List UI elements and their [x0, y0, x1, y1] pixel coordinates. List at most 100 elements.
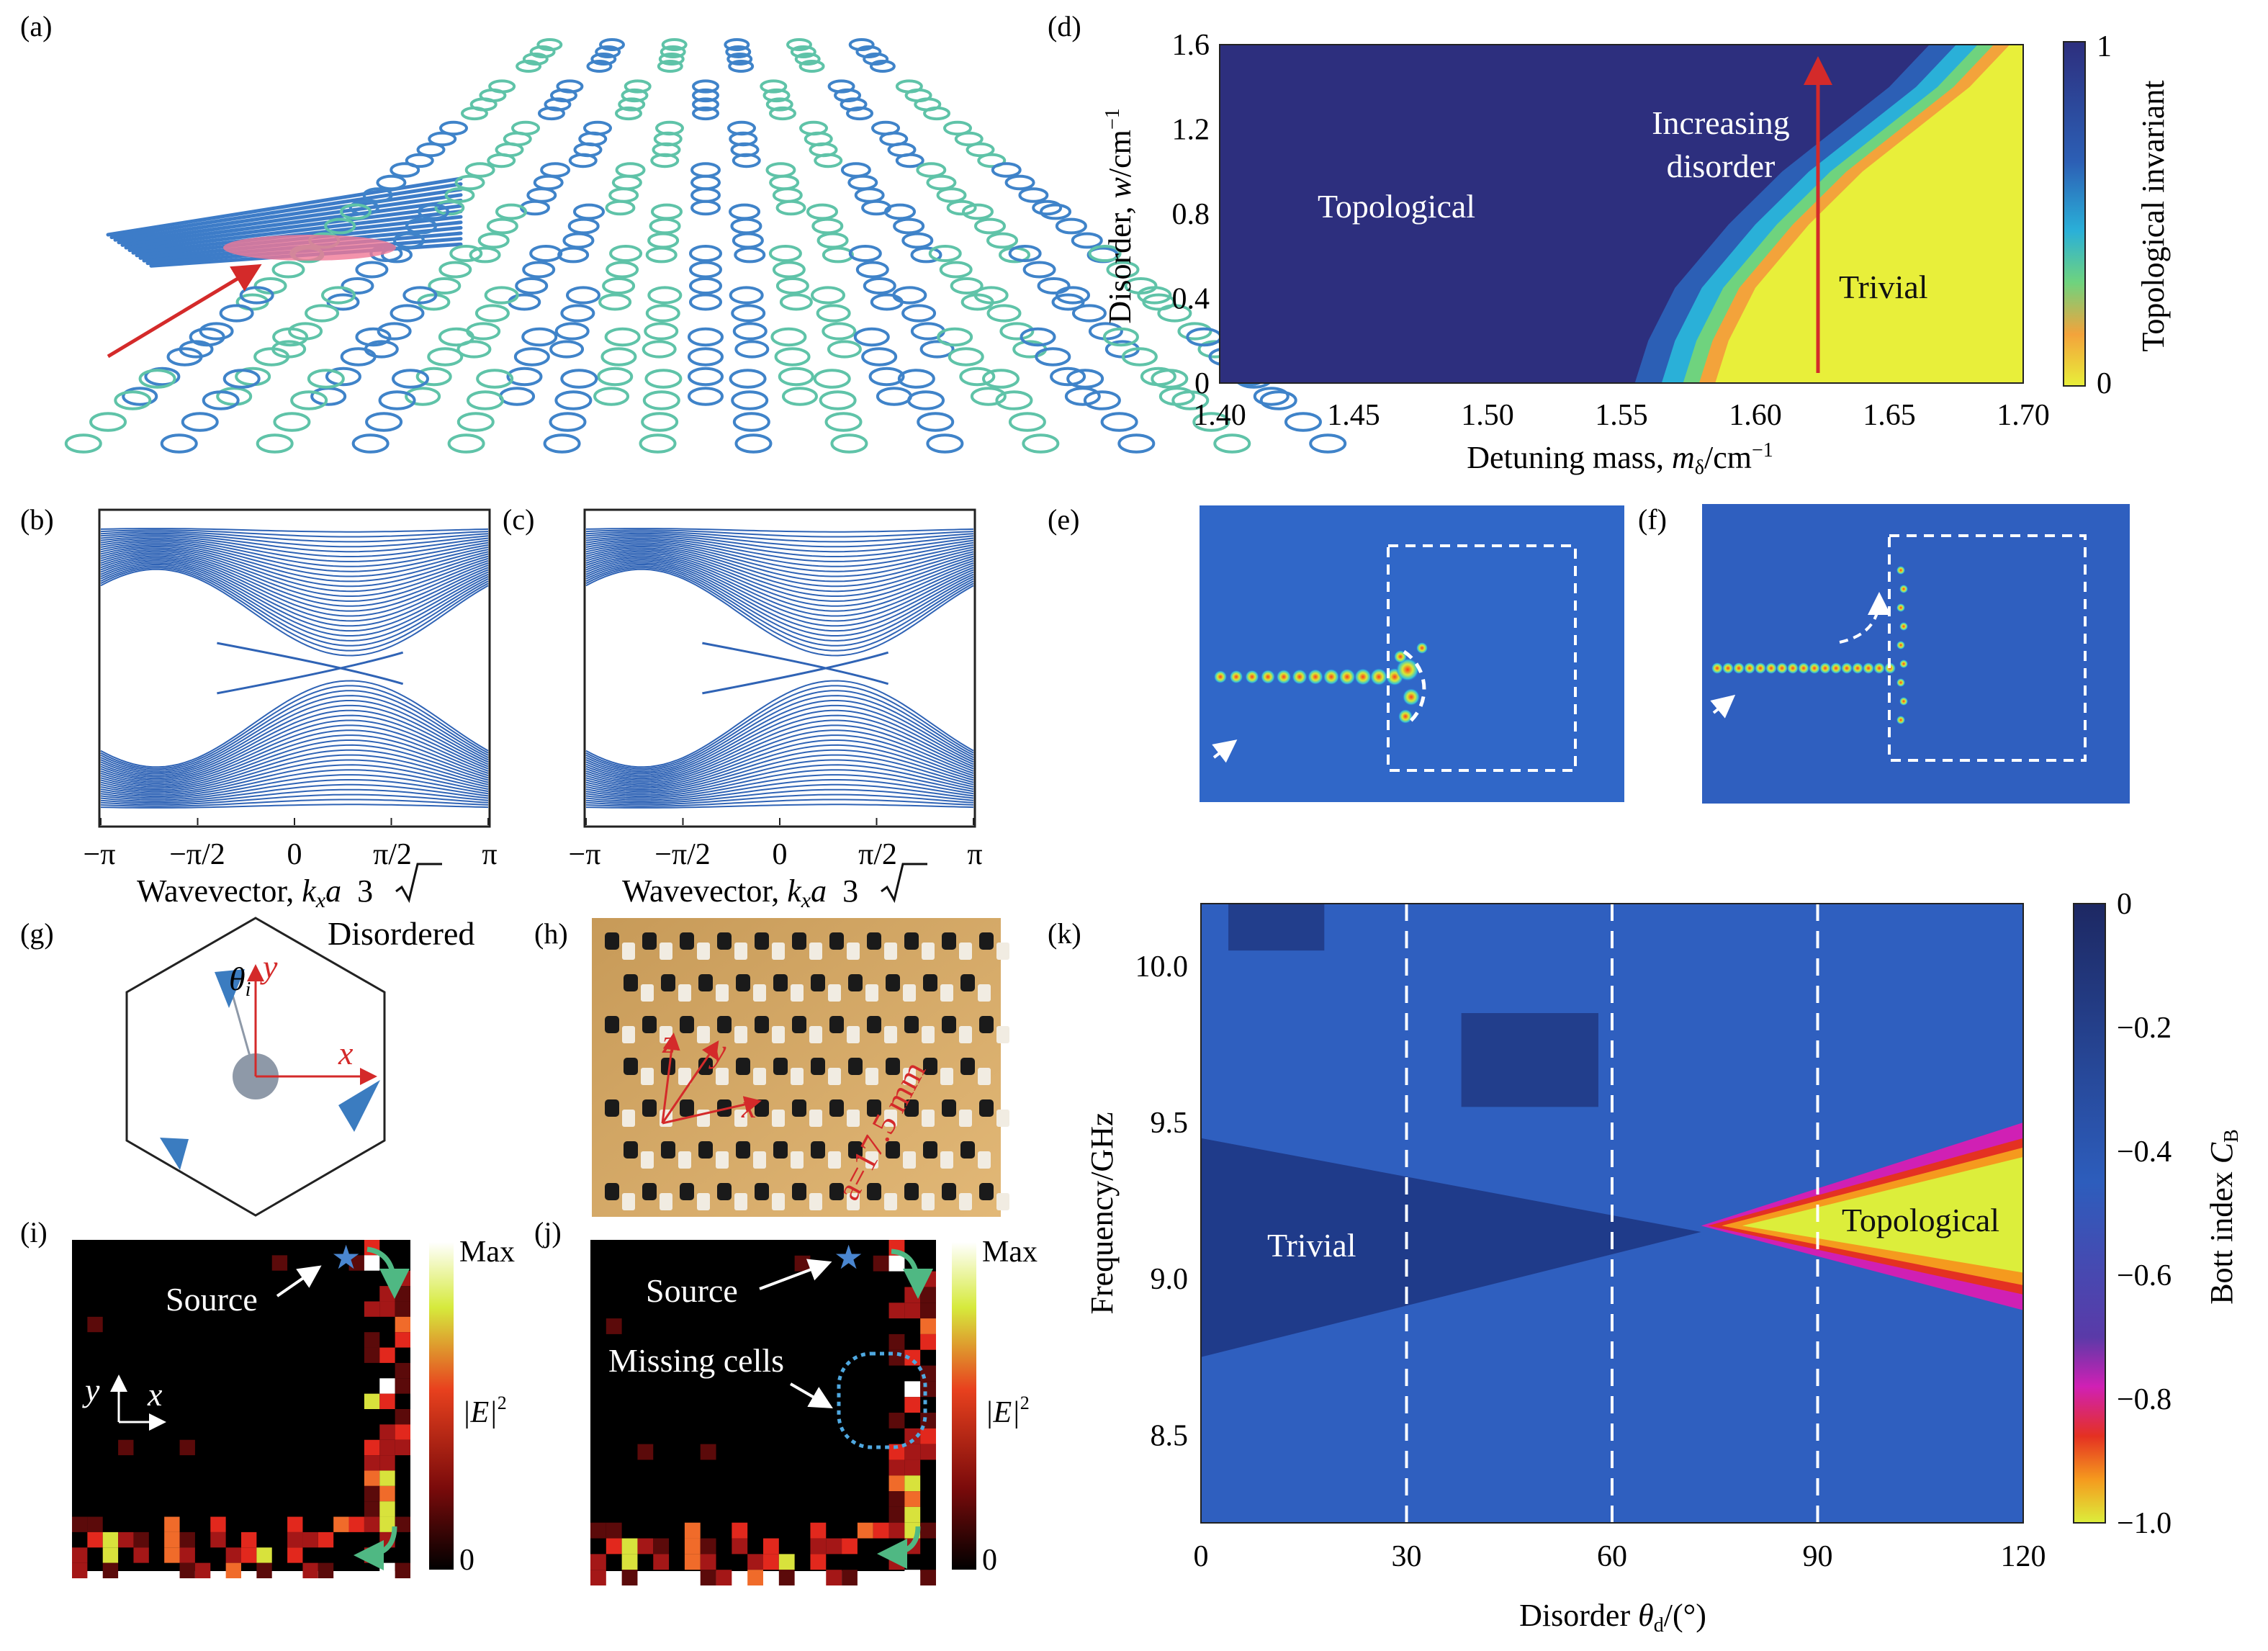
dielectric-rod	[680, 1183, 694, 1200]
field-cell	[72, 1547, 88, 1563]
band-line	[585, 531, 974, 543]
helical-waveguide-turn	[189, 327, 225, 347]
helical-waveguide-turn	[974, 217, 1007, 235]
helical-waveguide-turn	[772, 261, 806, 279]
band-line	[100, 559, 489, 627]
band-line	[585, 704, 974, 776]
field-spot	[1276, 669, 1292, 685]
field-cell	[842, 1538, 858, 1555]
band-line	[585, 529, 974, 538]
helical-waveguide-turn	[590, 53, 617, 66]
helical-waveguide-turn	[645, 304, 680, 323]
field-cell	[842, 1570, 858, 1585]
panel-f: (f)	[1638, 503, 2130, 804]
panel-g-label: (g)	[20, 917, 54, 950]
dielectric-rod	[773, 1141, 788, 1159]
dielectric-rod	[734, 1110, 747, 1127]
dielectric-rod	[624, 974, 638, 991]
helical-waveguide-turn	[560, 369, 598, 389]
helical-waveguide-turn	[1040, 203, 1071, 220]
field-cell	[364, 1455, 380, 1471]
band-line	[100, 783, 489, 802]
field-cell	[763, 1538, 779, 1555]
field-cell	[87, 1516, 103, 1532]
helical-waveguide-turn	[948, 347, 984, 366]
field-cell	[379, 1393, 395, 1409]
helical-waveguide-turn	[526, 187, 557, 203]
source-star-i: ★	[331, 1239, 361, 1276]
field-cell	[763, 1554, 779, 1570]
helical-waveguide-turn	[1102, 327, 1139, 347]
helical-waveguide-turn	[355, 327, 392, 347]
helical-waveguide-turn	[650, 153, 680, 168]
helical-waveguide-turn	[814, 153, 843, 168]
helical-waveguide-turn	[1309, 433, 1347, 454]
field-spot	[1744, 662, 1755, 674]
helical-waveguide-turn	[639, 433, 677, 454]
colorbar-d-min: 0	[2097, 367, 2112, 400]
helical-waveguide-turn	[602, 277, 636, 294]
helical-waveguide-turn	[560, 304, 595, 323]
helical-waveguide-turn	[661, 38, 688, 51]
field-spot	[1403, 688, 1420, 706]
band-line	[585, 769, 974, 798]
helical-waveguide-turn	[986, 304, 1022, 323]
band-line	[100, 555, 489, 617]
dielectric-rod	[773, 1058, 788, 1075]
helical-waveguide-turn	[390, 162, 420, 178]
dielectric-rod	[886, 974, 900, 991]
field-cell	[904, 1287, 921, 1303]
field-spot	[1308, 669, 1323, 685]
field-cells-j	[590, 1240, 936, 1585]
helical-waveguide-turn	[642, 390, 680, 410]
field-cell	[888, 1491, 905, 1507]
triangle-rod-3	[160, 1138, 189, 1170]
tick-b-2: 0	[287, 838, 302, 871]
helical-waveguide-turn	[549, 340, 585, 359]
dielectric-rod	[697, 1193, 710, 1210]
helical-waveguide-turn	[901, 304, 937, 323]
dielectric-rod	[884, 1026, 897, 1043]
dielectric-rod	[847, 1193, 860, 1210]
helical-waveguide-turn	[533, 174, 564, 191]
helical-waveguide-turn	[954, 131, 984, 147]
edge-arrow-j-2	[877, 1526, 921, 1569]
helical-waveguide-turn	[351, 433, 390, 454]
field-cell	[210, 1516, 226, 1532]
helical-waveguide-turn	[689, 245, 722, 262]
xlabel-d: Detuning mass, mδ/cm−1	[1467, 439, 1773, 479]
band-line	[585, 562, 974, 636]
helical-waveguide-turn	[725, 45, 752, 58]
field-cell	[194, 1562, 211, 1578]
band-line	[100, 719, 489, 781]
dielectric-rod	[792, 932, 806, 950]
helical-waveguide-turn	[729, 286, 764, 305]
helical-waveguide-turn	[144, 366, 181, 387]
helical-waveguide-turn	[806, 203, 838, 220]
helical-waveguide-turn	[1071, 232, 1103, 249]
dielectric-rod	[753, 984, 766, 1002]
y-tick-label: 0.8	[1172, 198, 1210, 231]
field-cell	[778, 1570, 795, 1585]
dielectric-rod	[978, 1068, 991, 1085]
helical-waveguide-turn	[1071, 304, 1107, 323]
tick-b-1: −π/2	[169, 838, 225, 871]
helical-waveguide-turn	[819, 390, 857, 410]
band-line	[585, 734, 974, 786]
increasing-label-1: Increasing	[1652, 104, 1790, 141]
field-cell	[606, 1522, 622, 1539]
dielectric-rod	[605, 1183, 619, 1200]
dielectric-rod	[736, 974, 750, 991]
field-spot	[1852, 662, 1863, 674]
dielectric-rod	[680, 1099, 694, 1117]
helical-waveguide-turn	[847, 174, 878, 191]
tick-c-1: −π/2	[654, 838, 711, 871]
colorbar-tick-label: 0	[2117, 888, 2132, 921]
colorbar-tick-label: −0.2	[2117, 1012, 2172, 1045]
dielectric-rod	[940, 984, 953, 1002]
helical-waveguide-turn	[1050, 366, 1086, 387]
dielectric-rod	[661, 1141, 675, 1159]
field-spot	[1229, 670, 1243, 684]
field-cell	[888, 1522, 905, 1539]
band-line	[585, 528, 974, 533]
